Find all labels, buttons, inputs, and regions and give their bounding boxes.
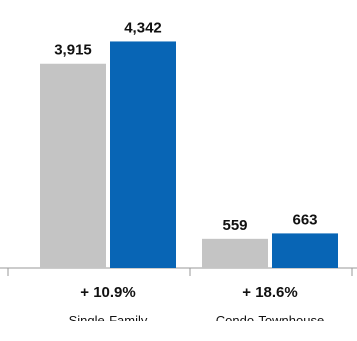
bar-previous-1 xyxy=(202,238,268,268)
value-label: 663 xyxy=(292,211,317,228)
value-label: 559 xyxy=(222,217,247,234)
bar-current-1 xyxy=(272,233,338,268)
value-label: 3,915 xyxy=(54,42,92,59)
bar-previous-0 xyxy=(40,63,106,268)
category-label: Attached xyxy=(244,330,295,341)
category-label: Single-Family xyxy=(69,313,148,328)
category-label: Detached xyxy=(80,330,136,341)
percent-change-label: + 10.9% xyxy=(80,284,135,301)
bar-current-0 xyxy=(110,41,176,268)
value-label: 4,342 xyxy=(124,19,162,36)
percent-change-label: + 18.6% xyxy=(242,284,297,301)
category-label: Condo-Townhouse xyxy=(216,313,324,328)
